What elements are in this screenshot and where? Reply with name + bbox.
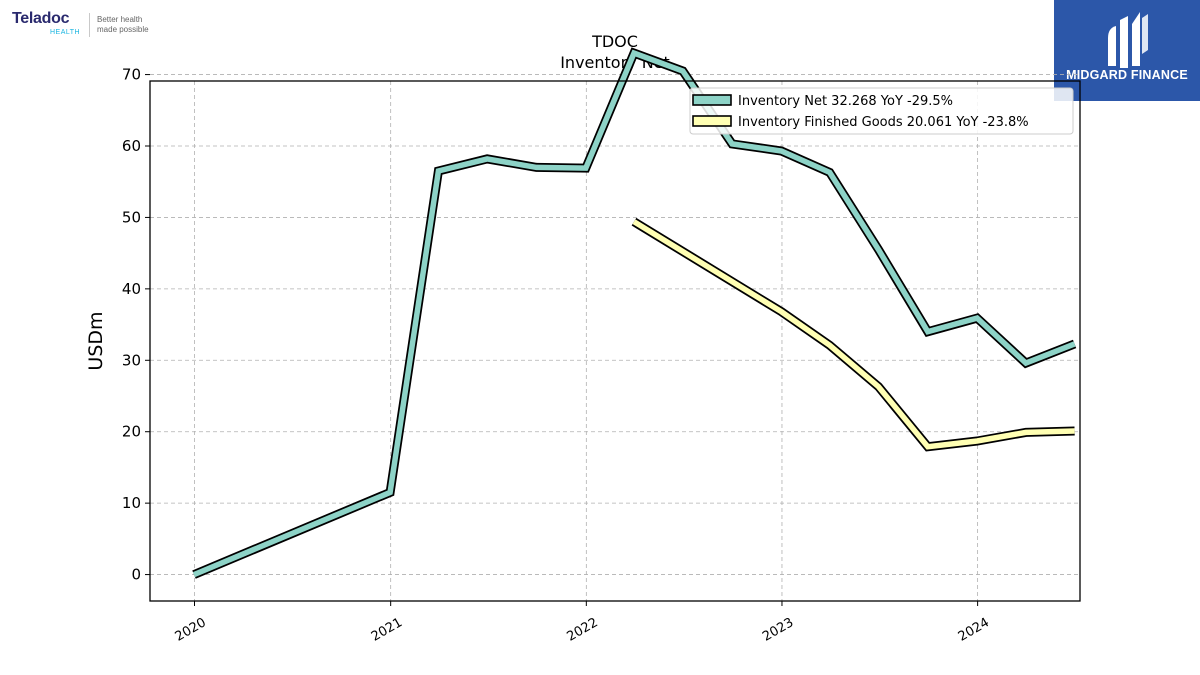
brand-tagline: Better health made possible [97,15,149,35]
y-tick-label: 10 [122,494,141,512]
y-tick-label: 70 [122,66,141,84]
legend-label: Inventory Net 32.268 YoY -29.5% [738,94,953,109]
x-tick-label: 2021 [369,615,405,645]
brand-sub: HEALTH [50,29,81,36]
x-tick-label: 2023 [760,615,796,645]
legend-swatch [692,94,732,106]
chart-title: TDOC [592,32,638,51]
midgard-finance-badge: MIDGARD FINANCE [1054,0,1200,101]
y-tick-label: 30 [122,351,141,369]
x-tick-label: 2024 [956,615,992,645]
brand-divider [89,13,90,37]
y-tick-label: 40 [122,280,141,298]
y-axis-label: USDm [85,311,107,370]
badge-text: MIDGARD FINANCE [1066,68,1188,82]
plot-frame [149,80,1081,602]
legend-box [689,87,1074,135]
series-line-outline [631,217,1075,452]
y-tick-label: 20 [122,423,141,441]
series-line-2 [632,219,1075,450]
x-tick-label: 2020 [173,615,209,645]
brand-tagline-line2: made possible [97,25,149,34]
midgard-logo-icon [1108,12,1148,68]
brand-name: Teladoc [12,10,70,27]
legend-swatch [692,115,732,127]
brand-tagline-line1: Better health [97,15,143,24]
legend-label: Inventory Finished Goods 20.061 YoY -23.… [738,115,1029,130]
y-tick-label: 50 [122,208,141,226]
x-tick-label: 2022 [564,615,600,645]
axis-layer: 0 10 20 30 40 50 60 70 2020 2021 2022 2023 2024 USDm [85,66,992,645]
y-tick-label: 60 [122,137,141,155]
grid-layer [150,74,1080,601]
teladoc-logo: Teladoc HEALTH Better health made possib… [10,10,180,42]
legend: Inventory Net 32.268 YoY -29.5% Inventory… [689,87,1074,135]
y-tick-label: 0 [131,566,141,584]
